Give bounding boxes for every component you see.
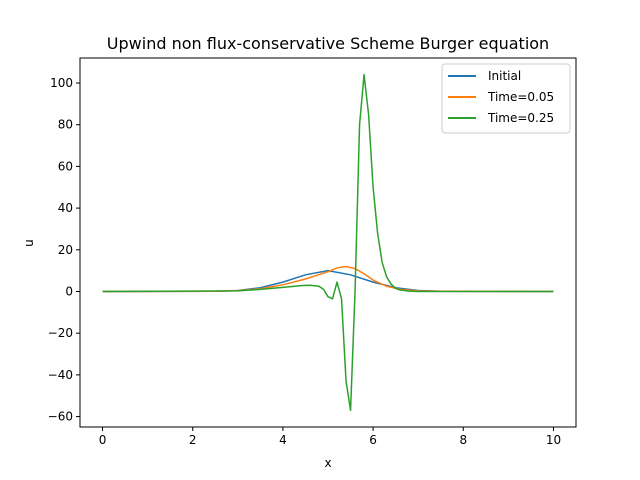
y-axis-ticks: −60 −40 −20 0 20 40 60 80 100 — [48, 76, 80, 424]
x-axis-label: x — [324, 456, 331, 470]
x-tick-label: 8 — [459, 433, 467, 447]
chart-title: Upwind non flux-conservative Scheme Burg… — [107, 34, 549, 53]
legend-label-1: Initial — [488, 69, 521, 83]
legend-label-2: Time=0.05 — [487, 90, 554, 104]
y-tick-label: 0 — [65, 284, 73, 298]
plot-area-frame — [79, 57, 577, 428]
y-axis-label: u — [22, 239, 36, 247]
x-tick-label: 4 — [279, 433, 287, 447]
y-tick-label: 60 — [58, 159, 73, 173]
legend-label-3: Time=0.25 — [487, 111, 554, 125]
y-tick-label: −60 — [48, 410, 73, 424]
y-tick-label: 20 — [58, 243, 73, 257]
legend: Initial Time=0.05 Time=0.25 — [441, 63, 571, 134]
x-tick-label: 0 — [99, 433, 107, 447]
y-tick-label: 80 — [58, 118, 73, 132]
legend-box — [441, 63, 571, 134]
y-tick-label: −40 — [48, 368, 73, 382]
x-tick-label: 6 — [369, 433, 377, 447]
y-tick-label: 100 — [50, 76, 73, 90]
x-tick-label: 2 — [189, 433, 197, 447]
x-axis-ticks: 0 2 4 6 8 10 — [99, 427, 561, 447]
y-tick-label: −20 — [48, 326, 73, 340]
plot-lines — [102, 73, 554, 412]
legend-items: Initial Time=0.05 Time=0.25 — [448, 69, 554, 125]
y-tick-label: 40 — [58, 201, 73, 215]
x-tick-label: 10 — [546, 433, 561, 447]
series-line-3 — [102, 73, 554, 412]
